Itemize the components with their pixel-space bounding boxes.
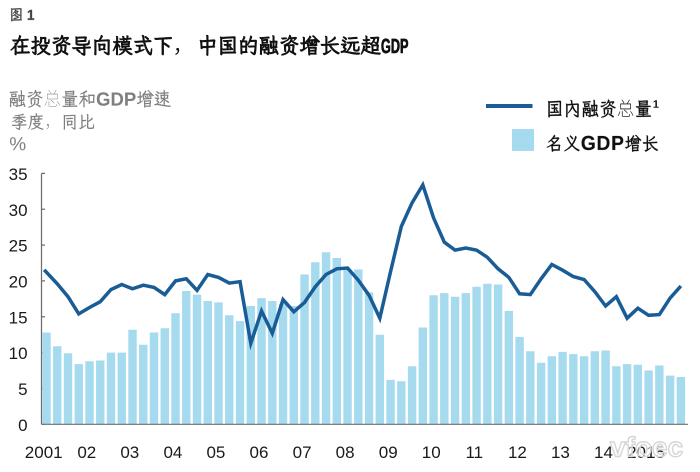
- svg-text:10: 10: [422, 443, 441, 462]
- svg-text:04: 04: [163, 443, 182, 462]
- svg-text:07: 07: [293, 443, 312, 462]
- svg-text:30: 30: [9, 201, 28, 220]
- svg-text:25: 25: [9, 237, 28, 256]
- svg-text:12: 12: [508, 443, 527, 462]
- svg-text:13: 13: [551, 443, 570, 462]
- svg-text:vfoec: vfoec: [610, 432, 683, 463]
- svg-text:05: 05: [206, 443, 225, 462]
- svg-text:0: 0: [18, 416, 27, 435]
- svg-text:2015: 2015: [627, 443, 665, 462]
- svg-text:20: 20: [9, 272, 28, 291]
- svg-text:03: 03: [120, 443, 139, 462]
- svg-text:02: 02: [77, 443, 96, 462]
- svg-text:2001: 2001: [25, 443, 63, 462]
- svg-text:08: 08: [336, 443, 355, 462]
- svg-text:09: 09: [379, 443, 398, 462]
- svg-text:10: 10: [9, 344, 28, 363]
- svg-text:15: 15: [9, 308, 28, 327]
- svg-text:06: 06: [250, 443, 269, 462]
- svg-text:35: 35: [9, 165, 28, 184]
- svg-text:5: 5: [18, 380, 27, 399]
- svg-text:14: 14: [594, 443, 613, 462]
- svg-text:11: 11: [465, 443, 483, 462]
